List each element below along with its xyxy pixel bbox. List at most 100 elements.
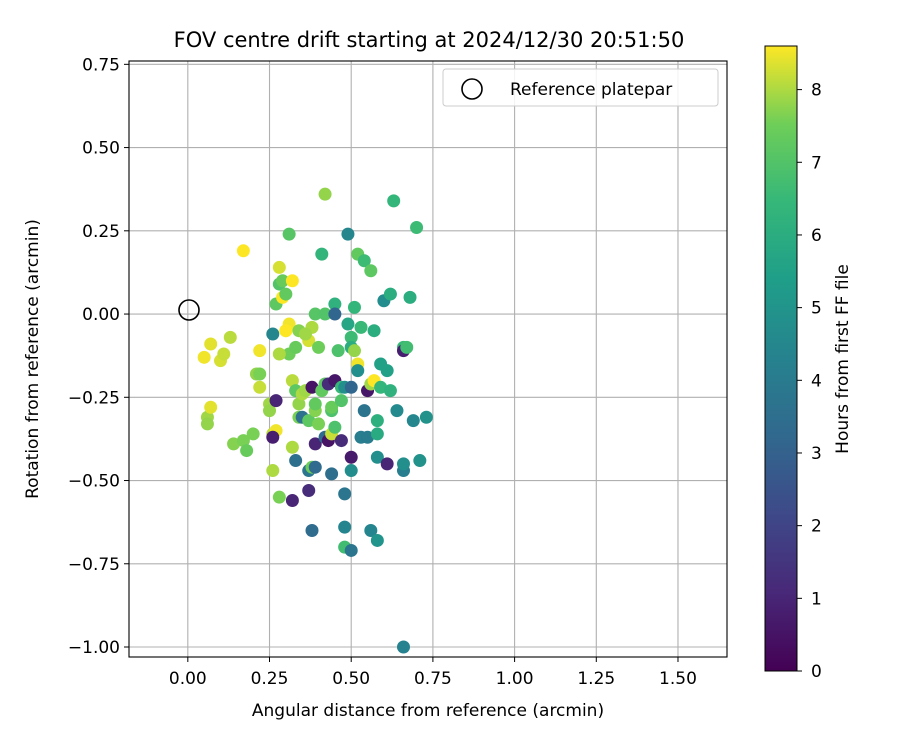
data-point xyxy=(357,404,371,418)
data-point xyxy=(351,364,365,378)
data-point xyxy=(289,454,303,468)
data-point xyxy=(364,264,378,278)
colorbar: 0 1 2 3 4 5 6 7 8 Hours from first FF file xyxy=(764,45,853,682)
data-point xyxy=(328,420,342,434)
data-point xyxy=(308,397,322,411)
data-point xyxy=(344,464,358,478)
data-point xyxy=(374,380,388,394)
data-point xyxy=(266,464,280,478)
data-point xyxy=(347,300,361,314)
data-point xyxy=(227,437,241,451)
data-point xyxy=(390,404,404,418)
data-point xyxy=(285,374,299,388)
data-point xyxy=(341,227,355,241)
data-point xyxy=(308,437,322,451)
data-point xyxy=(325,400,339,414)
data-point xyxy=(197,350,211,364)
data-point xyxy=(312,340,326,354)
data-point xyxy=(305,523,319,537)
data-point xyxy=(302,414,316,428)
legend-reference-icon xyxy=(461,78,483,100)
colorbar-ticks: 0 1 2 3 4 5 6 7 8 xyxy=(797,81,822,682)
data-point xyxy=(279,287,293,301)
data-point xyxy=(285,440,299,454)
data-point xyxy=(279,324,293,338)
data-point xyxy=(338,487,352,501)
colorbar-tick-label: 8 xyxy=(811,81,822,101)
data-point xyxy=(246,427,260,441)
data-point xyxy=(253,367,267,381)
data-point xyxy=(272,347,286,361)
data-point xyxy=(370,414,384,428)
data-point xyxy=(383,384,397,398)
data-point xyxy=(204,337,218,351)
x-axis-ticks: 0.00 0.25 0.50 0.75 1.00 1.25 1.50 xyxy=(169,657,697,689)
data-point xyxy=(370,450,384,464)
legend-box xyxy=(442,68,719,107)
data-point xyxy=(364,523,378,537)
data-point xyxy=(276,274,290,288)
grid-lines xyxy=(129,61,727,657)
data-point xyxy=(266,327,280,341)
data-point xyxy=(334,434,348,448)
x-tick-label: 1.00 xyxy=(496,669,534,689)
data-point xyxy=(400,340,414,354)
data-point xyxy=(240,444,254,458)
data-point xyxy=(380,364,394,378)
data-point xyxy=(396,640,410,654)
data-point xyxy=(344,450,358,464)
colorbar-gradient xyxy=(764,45,798,672)
data-point xyxy=(383,287,397,301)
data-point xyxy=(328,297,342,311)
data-point xyxy=(272,490,286,504)
data-point xyxy=(285,494,299,508)
data-point xyxy=(354,320,368,334)
colorbar-tick-label: 7 xyxy=(811,153,822,173)
data-point xyxy=(341,317,355,331)
y-tick-label: 0.00 xyxy=(82,305,120,325)
colorbar-tick-label: 1 xyxy=(811,589,822,609)
data-point xyxy=(204,400,218,414)
data-point xyxy=(236,434,250,448)
y-tick-label: 0.50 xyxy=(82,139,120,159)
data-point xyxy=(269,394,283,408)
colorbar-label: Hours from first FF file xyxy=(833,264,853,454)
data-point xyxy=(413,454,427,468)
data-point xyxy=(331,344,345,358)
data-point xyxy=(305,380,319,394)
data-point xyxy=(338,520,352,534)
y-tick-label: 0.25 xyxy=(82,222,120,242)
data-point xyxy=(302,484,316,498)
y-tick-label: −0.50 xyxy=(68,472,120,492)
chart-title: FOV centre drift starting at 2024/12/30 … xyxy=(174,28,685,52)
colorbar-tick-label: 2 xyxy=(811,517,822,537)
data-point xyxy=(318,187,332,201)
data-point xyxy=(285,274,299,288)
data-point xyxy=(308,307,322,321)
data-point xyxy=(396,457,410,471)
scatter-points xyxy=(197,187,433,654)
data-point xyxy=(344,543,358,557)
colorbar-tick-label: 6 xyxy=(811,226,822,246)
y-tick-label: −1.00 xyxy=(68,638,120,658)
data-point xyxy=(292,397,306,411)
x-tick-label: 0.75 xyxy=(414,669,452,689)
data-point xyxy=(328,307,342,321)
data-point xyxy=(253,344,267,358)
data-point xyxy=(334,394,348,408)
colorbar-tick-label: 4 xyxy=(811,371,822,391)
data-point xyxy=(347,344,361,358)
y-axis-label: Rotation from reference (arcmin) xyxy=(23,219,43,499)
colorbar-tick-label: 3 xyxy=(811,444,822,464)
x-tick-label: 1.25 xyxy=(577,669,615,689)
data-point xyxy=(419,410,433,424)
data-point xyxy=(272,260,286,274)
data-point xyxy=(380,457,394,471)
data-point xyxy=(253,380,267,394)
data-point xyxy=(370,533,384,547)
legend: Reference platepar xyxy=(442,68,719,107)
data-point xyxy=(289,340,303,354)
data-point xyxy=(325,467,339,481)
data-point xyxy=(403,290,417,304)
data-point xyxy=(318,307,332,321)
